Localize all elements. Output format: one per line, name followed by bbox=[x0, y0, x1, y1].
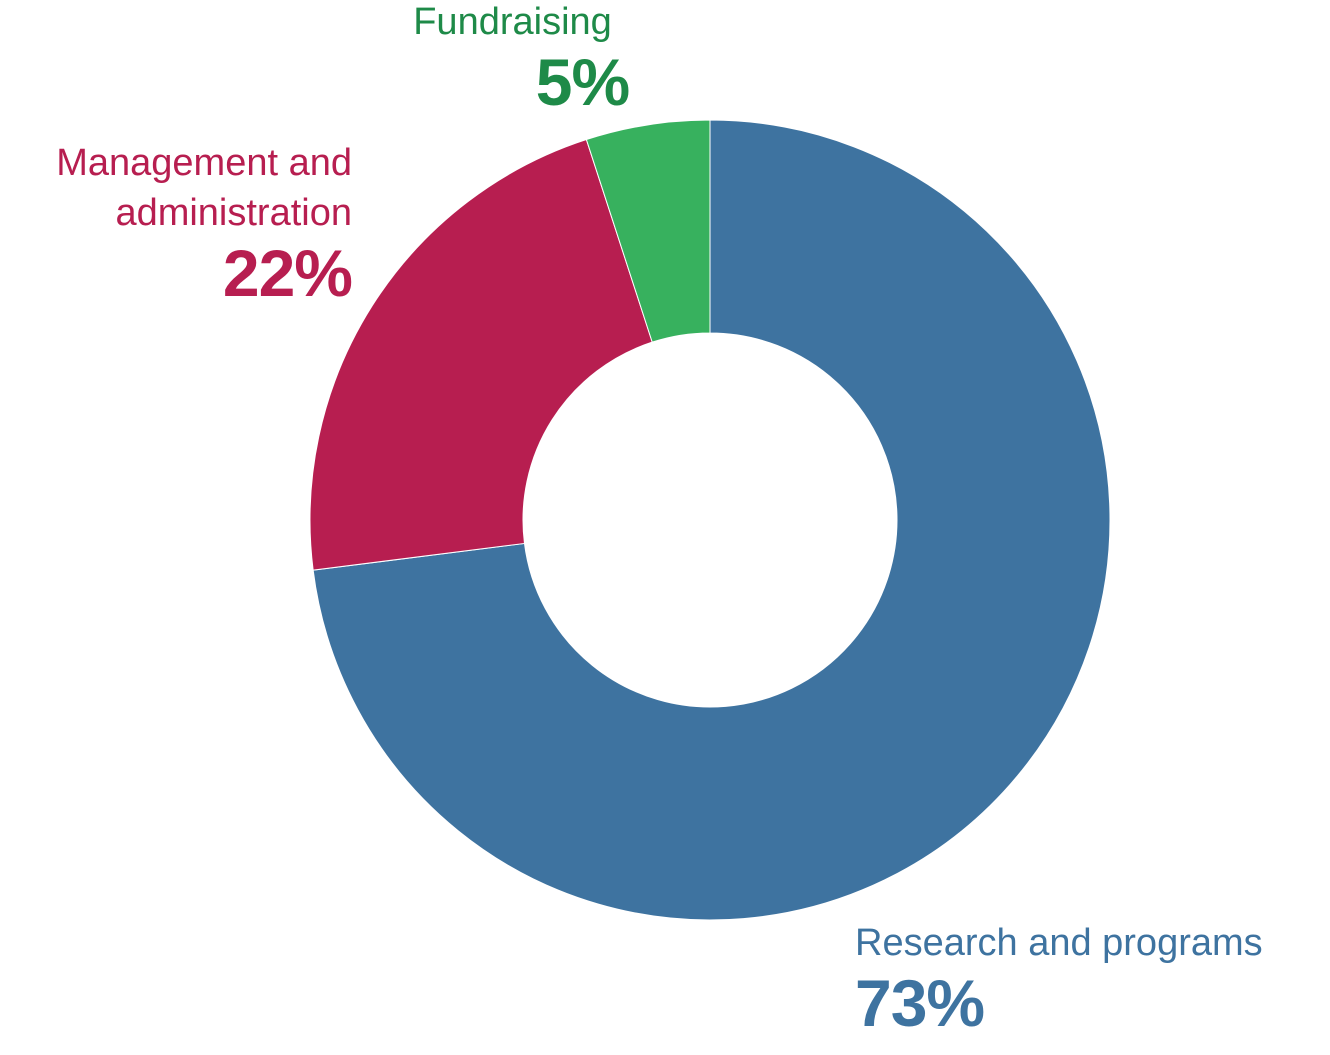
slice-label: Management and administration 22% bbox=[0, 138, 353, 310]
category-label: Research and programs bbox=[855, 922, 1263, 964]
category-label: Fundraising bbox=[413, 1, 612, 43]
slice-label: Fundraising 5% bbox=[380, 0, 645, 117]
value-label: 73% bbox=[855, 966, 985, 1040]
donut-slice bbox=[312, 119, 1111, 921]
slice-label: Research and programs 73% bbox=[855, 918, 1325, 1038]
donut-slice bbox=[309, 138, 653, 571]
category-label: Management and administration bbox=[56, 142, 352, 234]
value-label: 22% bbox=[222, 236, 353, 310]
value-label: 5% bbox=[535, 45, 630, 119]
donut-slice bbox=[585, 119, 711, 343]
